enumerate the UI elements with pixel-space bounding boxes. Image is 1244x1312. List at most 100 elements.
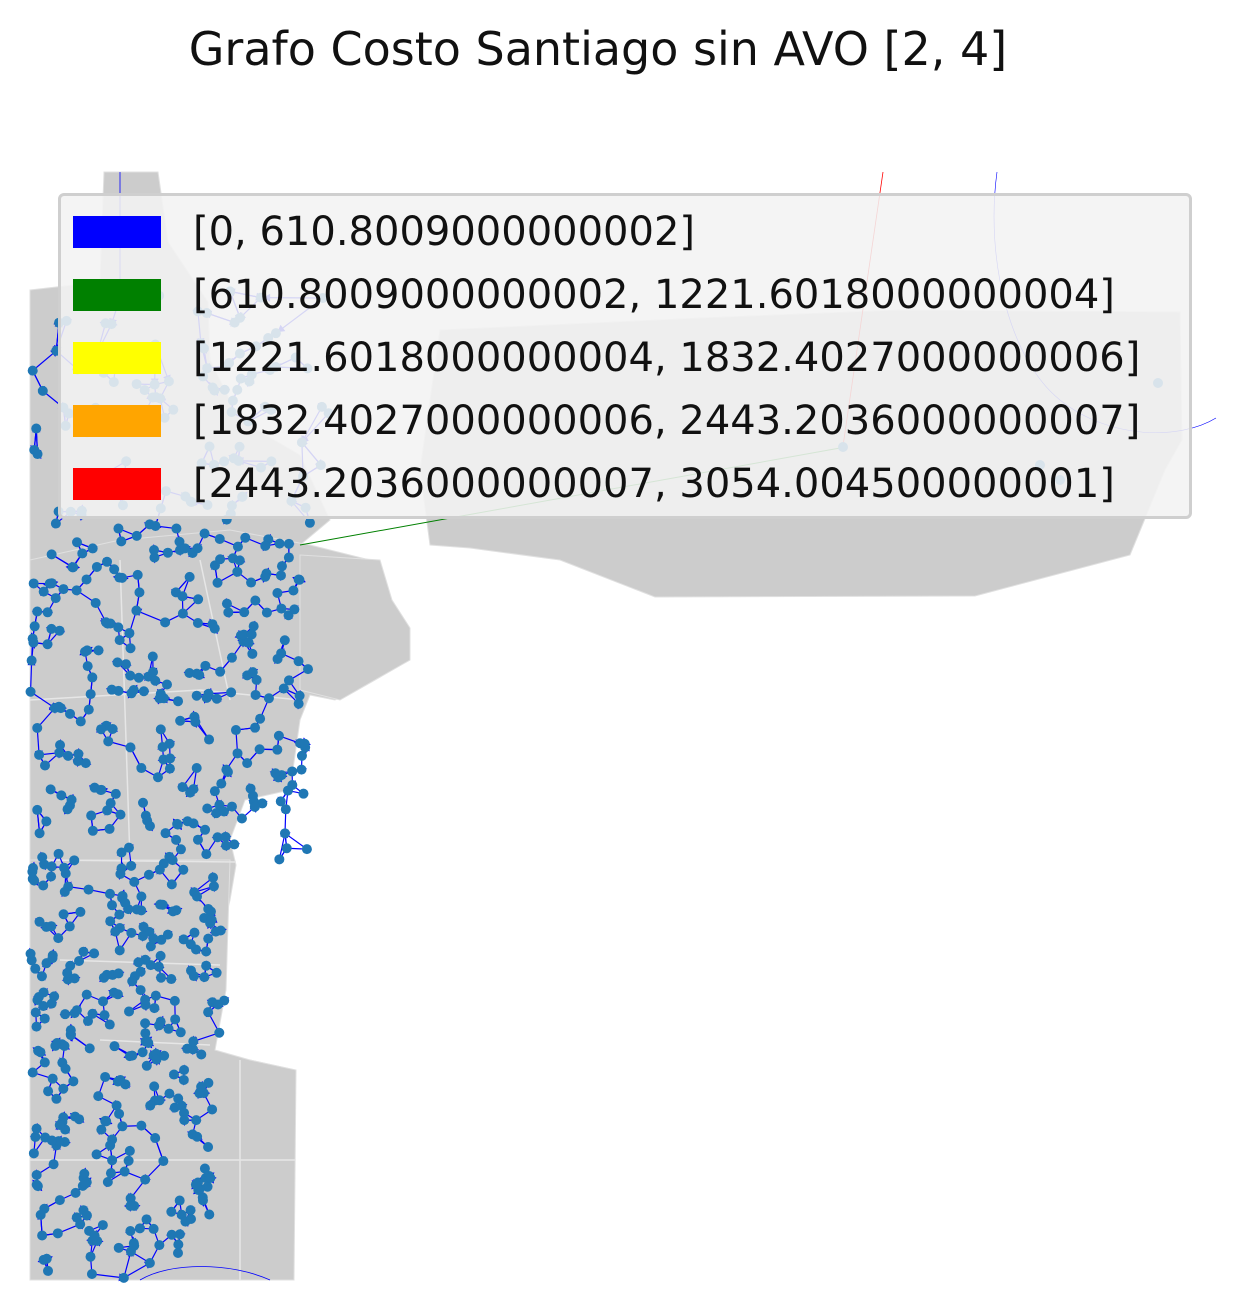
network-node bbox=[28, 637, 39, 648]
network-node bbox=[50, 518, 61, 529]
network-node bbox=[199, 528, 210, 539]
network-node bbox=[209, 623, 220, 634]
network-node bbox=[221, 598, 232, 609]
network-node bbox=[115, 868, 126, 879]
network-node bbox=[188, 784, 199, 795]
network-node bbox=[50, 593, 61, 604]
network-node bbox=[185, 1205, 196, 1216]
network-node bbox=[25, 686, 36, 697]
network-edge bbox=[136, 609, 166, 623]
network-node bbox=[223, 607, 234, 618]
network-node bbox=[38, 880, 49, 891]
network-node bbox=[194, 669, 205, 680]
network-node bbox=[104, 1019, 115, 1030]
network-node bbox=[81, 989, 92, 1000]
network-node bbox=[74, 956, 85, 967]
legend-item: [610.8009000000002, 1221.6018000000004] bbox=[73, 269, 1115, 321]
network-node bbox=[211, 808, 222, 819]
network-node bbox=[65, 1025, 76, 1036]
network-edge bbox=[29, 660, 33, 692]
network-node bbox=[131, 530, 142, 541]
network-node bbox=[105, 916, 116, 927]
network-node bbox=[26, 655, 37, 666]
network-node bbox=[87, 543, 98, 554]
network-node bbox=[147, 651, 158, 662]
network-node bbox=[200, 660, 211, 671]
network-node bbox=[55, 739, 66, 750]
network-node bbox=[204, 1209, 215, 1220]
network-node bbox=[105, 888, 116, 899]
network-node bbox=[238, 629, 249, 640]
network-node bbox=[99, 1010, 110, 1021]
network-node bbox=[140, 1174, 151, 1185]
network-node bbox=[38, 586, 49, 597]
network-node bbox=[173, 696, 184, 707]
network-node bbox=[86, 1268, 97, 1279]
network-node bbox=[190, 1179, 201, 1190]
network-node bbox=[75, 1219, 86, 1230]
network-node bbox=[111, 1100, 122, 1111]
network-node bbox=[226, 687, 237, 698]
network-node bbox=[247, 648, 258, 659]
network-node bbox=[75, 716, 86, 727]
legend-item: [1832.4027000000006, 2443.2036000000007] bbox=[73, 395, 1140, 447]
network-node bbox=[190, 716, 201, 727]
network-node bbox=[246, 577, 257, 588]
network-node bbox=[299, 738, 310, 749]
network-node bbox=[155, 950, 166, 961]
network-node bbox=[243, 637, 254, 648]
network-node bbox=[36, 971, 47, 982]
network-node bbox=[25, 948, 36, 959]
network-node bbox=[178, 864, 189, 875]
network-node bbox=[296, 764, 307, 775]
network-node bbox=[293, 656, 304, 667]
region-polygon-south bbox=[29, 859, 297, 1281]
network-node bbox=[251, 674, 262, 685]
network-node bbox=[149, 1003, 160, 1014]
network-node bbox=[75, 906, 86, 917]
network-node bbox=[254, 744, 265, 755]
network-node bbox=[283, 552, 294, 563]
network-node bbox=[97, 1220, 108, 1231]
network-node bbox=[87, 1008, 98, 1019]
network-node bbox=[184, 571, 195, 582]
network-node bbox=[53, 701, 64, 712]
network-node bbox=[184, 668, 195, 679]
network-node bbox=[214, 1027, 225, 1038]
network-node bbox=[140, 1028, 151, 1039]
network-node bbox=[185, 939, 196, 950]
network-node bbox=[60, 868, 71, 879]
network-node bbox=[32, 606, 43, 617]
network-node bbox=[270, 768, 281, 779]
network-node bbox=[69, 855, 80, 866]
network-node bbox=[137, 1047, 148, 1058]
network-node bbox=[109, 1041, 120, 1052]
network-node bbox=[154, 1240, 165, 1251]
network-node bbox=[126, 927, 137, 938]
network-node bbox=[112, 989, 123, 1000]
network-node bbox=[158, 1156, 169, 1167]
network-node bbox=[257, 798, 268, 809]
network-node bbox=[120, 659, 131, 670]
network-node bbox=[247, 667, 258, 678]
network-node bbox=[136, 763, 147, 774]
network-node bbox=[141, 1060, 152, 1071]
network-node bbox=[226, 652, 237, 663]
network-node bbox=[177, 608, 188, 619]
network-node bbox=[144, 820, 155, 831]
network-node bbox=[144, 1257, 155, 1268]
network-node bbox=[68, 1076, 79, 1087]
network-node bbox=[171, 834, 182, 845]
network-node bbox=[65, 708, 76, 719]
network-node bbox=[105, 1168, 116, 1179]
network-node bbox=[115, 809, 126, 820]
network-node bbox=[28, 1148, 39, 1159]
network-node bbox=[156, 972, 167, 983]
network-node bbox=[126, 860, 137, 871]
network-node bbox=[72, 537, 83, 548]
network-node bbox=[54, 1119, 65, 1130]
network-node bbox=[261, 607, 272, 618]
network-node bbox=[203, 1007, 214, 1018]
network-node bbox=[60, 1009, 71, 1020]
network-node bbox=[201, 960, 212, 971]
